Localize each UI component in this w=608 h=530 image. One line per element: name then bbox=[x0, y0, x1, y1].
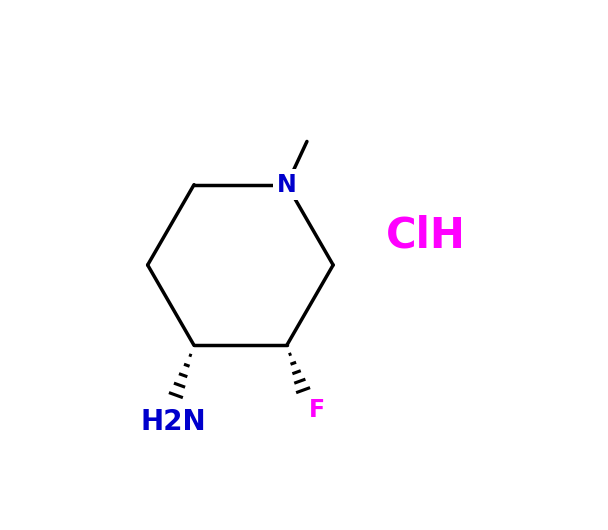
Text: ClH: ClH bbox=[386, 215, 466, 257]
Text: H2N: H2N bbox=[140, 409, 206, 436]
Text: F: F bbox=[308, 398, 325, 422]
Text: N: N bbox=[277, 173, 297, 197]
